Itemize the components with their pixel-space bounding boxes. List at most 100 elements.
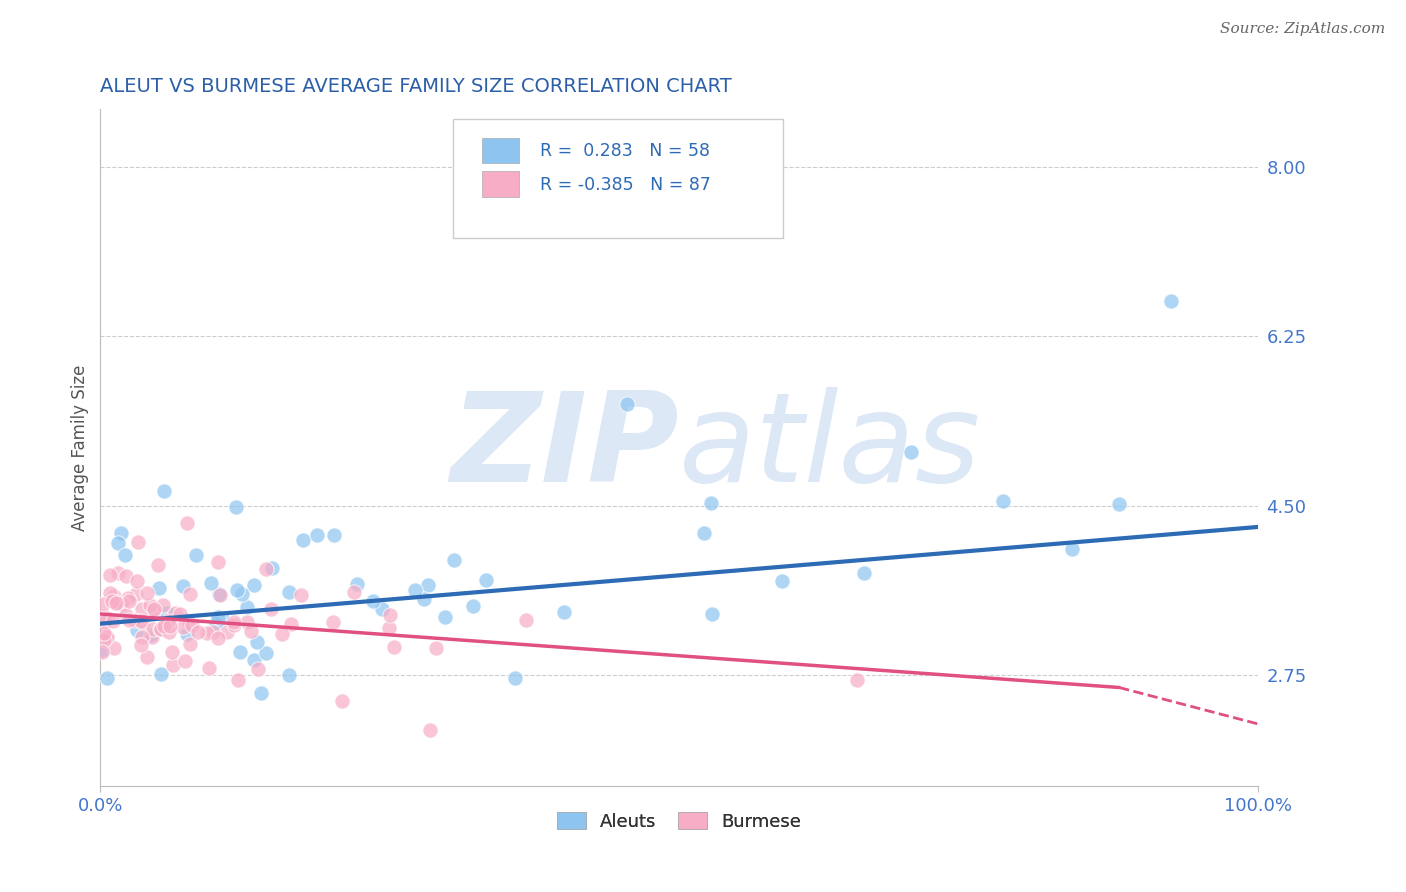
Point (246, 662, 269, 676)
Point (148, 582, 170, 596)
Point (242, 652, 264, 666)
Point (176, 516, 198, 530)
Point (553, 606, 575, 620)
Point (416, 577, 439, 591)
Point (378, 621, 401, 635)
Point (105, 596, 128, 610)
Point (208, 587, 231, 601)
Point (226, 673, 249, 688)
Point (278, 585, 301, 599)
Point (115, 608, 138, 623)
Point (125, 624, 148, 638)
Point (503, 671, 526, 685)
Point (262, 561, 284, 575)
Point (1062, 541, 1084, 556)
Point (205, 616, 228, 631)
Point (250, 686, 273, 700)
Point (96, 630, 118, 644)
Legend: Aleuts, Burmese: Aleuts, Burmese (550, 805, 808, 838)
Text: ALEUT VS BURMESE AVERAGE FAMILY SIZE CORRELATION CHART: ALEUT VS BURMESE AVERAGE FAMILY SIZE COR… (100, 78, 733, 96)
Point (149, 622, 172, 636)
Point (197, 661, 219, 675)
Point (181, 617, 204, 632)
Point (239, 624, 262, 638)
Point (993, 493, 1015, 508)
Point (103, 641, 125, 656)
Point (131, 615, 153, 630)
Point (254, 646, 277, 660)
Point (853, 566, 876, 580)
Point (169, 607, 191, 621)
Point (131, 602, 153, 616)
Point (1160, 293, 1182, 308)
Text: R =  0.283   N = 58: R = 0.283 N = 58 (540, 142, 710, 160)
Point (702, 607, 724, 621)
Point (179, 587, 201, 601)
Point (125, 574, 148, 588)
Point (222, 615, 245, 629)
Point (172, 579, 194, 593)
Point (246, 635, 269, 649)
Point (700, 496, 723, 510)
Point (202, 625, 225, 640)
Point (330, 694, 353, 708)
Point (150, 667, 173, 681)
Point (254, 562, 277, 576)
Point (131, 630, 153, 644)
Point (186, 549, 208, 563)
Point (177, 615, 200, 629)
Point (419, 723, 441, 737)
Point (114, 549, 136, 563)
Point (443, 553, 465, 567)
Point (179, 637, 201, 651)
Point (475, 574, 498, 588)
Point (149, 622, 172, 636)
Point (98, 568, 121, 582)
Point (222, 617, 245, 632)
Point (290, 588, 312, 602)
Point (693, 525, 716, 540)
Point (160, 645, 183, 659)
Point (101, 594, 124, 608)
Text: R = -0.385   N = 87: R = -0.385 N = 87 (540, 176, 711, 194)
Point (404, 583, 426, 598)
Point (900, 445, 922, 459)
Point (197, 626, 219, 640)
Point (125, 587, 148, 601)
Point (322, 615, 344, 629)
Point (231, 587, 253, 601)
Point (277, 668, 299, 682)
Point (96, 611, 118, 625)
Point (225, 582, 247, 597)
Point (291, 533, 314, 547)
Point (98, 586, 121, 600)
Point (200, 576, 222, 591)
Point (382, 640, 405, 655)
Point (143, 602, 166, 616)
Point (135, 650, 157, 665)
Point (146, 558, 169, 572)
Point (143, 602, 166, 616)
Point (107, 536, 129, 550)
Point (162, 657, 184, 672)
Point (118, 613, 141, 627)
Point (141, 631, 163, 645)
Text: atlas: atlas (679, 387, 981, 508)
Point (91, 597, 114, 611)
Point (236, 599, 259, 614)
Point (156, 606, 179, 620)
Point (131, 614, 153, 628)
Point (770, 574, 793, 588)
Point (139, 598, 162, 612)
Text: Source: ZipAtlas.com: Source: ZipAtlas.com (1219, 22, 1385, 37)
Point (103, 589, 125, 603)
Point (207, 631, 229, 645)
Point (94, 630, 117, 644)
Point (280, 616, 302, 631)
Point (225, 500, 247, 515)
Point (107, 566, 129, 580)
Point (142, 622, 165, 636)
Point (105, 595, 128, 609)
Point (236, 615, 259, 630)
Point (176, 627, 198, 641)
